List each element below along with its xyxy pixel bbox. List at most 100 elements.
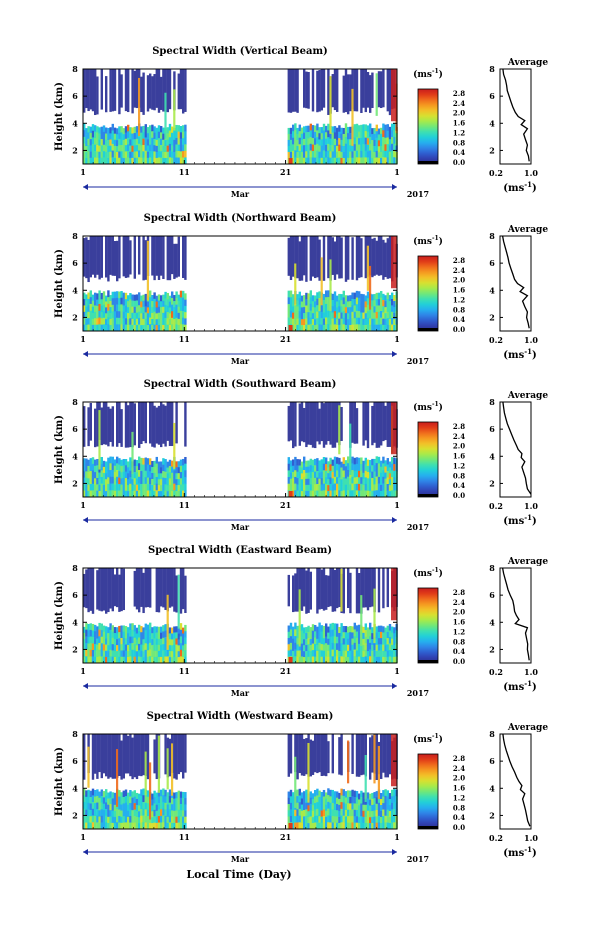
x-tick-label: 1 [80, 832, 86, 842]
profile-y-tick: 8 [489, 64, 495, 74]
x-tick-label: 21 [280, 666, 291, 676]
x-axis-label: Local Time (Day) [186, 868, 291, 881]
profile-x-tick: 0.2 [489, 501, 503, 511]
panel-title: Spectral Width (Westward Beam) [147, 711, 334, 722]
profile-x-label: (ms-1) [503, 180, 536, 194]
profile-x-tick: 1.0 [524, 335, 538, 345]
profile-line [502, 401, 532, 495]
profile-y-tick: 4 [489, 285, 495, 295]
colorbar-tick: 0.8 [453, 138, 465, 147]
panel-title: Spectral Width (Vertical Beam) [152, 46, 328, 57]
profile-y-tick: 6 [489, 424, 495, 434]
x-tick-label: 21 [280, 167, 291, 177]
y-tick-label: 6 [72, 424, 78, 434]
profile-y-tick: 2 [489, 312, 495, 322]
profile-frame [499, 68, 532, 165]
month-label: Mar [231, 356, 250, 366]
x-tick-label: 1 [80, 334, 86, 344]
profile-y-tick: 2 [489, 810, 495, 820]
x-tick-label: 21 [280, 832, 291, 842]
profile-line [502, 733, 531, 827]
profile-y-tick: 8 [489, 563, 495, 573]
profile-y-tick: 4 [489, 783, 495, 793]
heatmap-field [83, 568, 398, 664]
year-label: 2017 [407, 356, 429, 366]
profile-y-tick: 2 [489, 478, 495, 488]
colorbar [417, 753, 439, 830]
colorbar-tick: 0.0 [453, 158, 465, 167]
profile-y-tick: 2 [489, 644, 495, 654]
profile-y-tick: 4 [489, 118, 495, 128]
x-tick-label: 1 [394, 334, 400, 344]
plot-frame [82, 733, 398, 830]
y-axis-label: Height (km) [54, 249, 65, 318]
year-label: 2017 [407, 522, 429, 532]
colorbar-tick: 2.4 [453, 764, 465, 773]
colorbar-tick: 2.4 [453, 99, 465, 108]
colorbar-tick: 0.4 [453, 813, 465, 822]
profile-y-tick: 6 [489, 590, 495, 600]
profile-x-tick: 0.2 [489, 168, 503, 178]
profile-y-tick: 8 [489, 729, 495, 739]
colorbar-tick: 0.4 [453, 148, 465, 157]
heatmap-field [83, 236, 398, 332]
profile-title: Average [507, 58, 548, 68]
profile-title: Average [507, 225, 548, 235]
y-tick-label: 6 [72, 91, 78, 101]
y-tick-label: 8 [72, 563, 78, 573]
x-tick-label: 11 [179, 666, 190, 676]
average-profile: Average 2 4 6 8 0.2 1.0 (ms-1) [489, 723, 548, 859]
plot-frame [82, 68, 398, 165]
colorbar-tick: 2.8 [453, 588, 465, 597]
heatmap-field [83, 734, 398, 830]
x-tick-label: 1 [394, 666, 400, 676]
colorbar [417, 88, 439, 165]
profile-frame [499, 401, 532, 498]
y-tick-label: 2 [72, 145, 78, 155]
month-label: Mar [231, 522, 250, 532]
colorbar-tick: 1.2 [453, 295, 465, 304]
colorbar-tick: 2.0 [453, 276, 465, 285]
x-tick-label: 1 [80, 666, 86, 676]
y-tick-label: 4 [72, 451, 78, 461]
x-tick-label: 1 [394, 167, 400, 177]
x-tick-label: 1 [80, 167, 86, 177]
y-axis-label: Height (km) [54, 581, 65, 650]
x-tick-label: 11 [179, 334, 190, 344]
y-tick-label: 6 [72, 590, 78, 600]
profile-x-tick: 1.0 [524, 667, 538, 677]
colorbar-tick: 1.2 [453, 627, 465, 636]
profile-title: Average [507, 723, 548, 733]
panel-4: Spectral Width (Eastward Beam) 2 4 6 8 Height… [54, 545, 548, 698]
y-tick-label: 2 [72, 644, 78, 654]
colorbar-tick: 0.4 [453, 481, 465, 490]
profile-y-tick: 4 [489, 451, 495, 461]
colorbar [417, 255, 439, 332]
y-tick-label: 8 [72, 397, 78, 407]
panel-title: Spectral Width (Southward Beam) [144, 379, 337, 390]
y-tick-label: 8 [72, 729, 78, 739]
colorbar-tick: 1.2 [453, 793, 465, 802]
colorbar-tick: 0.8 [453, 803, 465, 812]
colorbar-unit: (ms-1) [413, 567, 443, 579]
colorbar-tick: 1.6 [453, 452, 465, 461]
colorbar-tick: 2.0 [453, 774, 465, 783]
heatmap-field [83, 402, 398, 498]
profile-y-tick: 6 [489, 91, 495, 101]
colorbar-unit: (ms-1) [413, 68, 443, 80]
profile-y-tick: 4 [489, 617, 495, 627]
y-tick-label: 4 [72, 285, 78, 295]
y-tick-label: 4 [72, 617, 78, 627]
average-profile: Average 2 4 6 8 0.2 1.0 (ms-1) [489, 58, 548, 194]
y-tick-label: 6 [72, 756, 78, 766]
y-axis-label: Height (km) [54, 415, 65, 484]
colorbar-tick: 0.0 [453, 491, 465, 500]
profile-line [501, 235, 530, 329]
y-tick-label: 8 [72, 64, 78, 74]
colorbar-tick: 2.4 [453, 432, 465, 441]
x-tick-label: 11 [179, 832, 190, 842]
year-label: 2017 [407, 854, 429, 864]
panel-2: Spectral Width (Northward Beam) 2 4 6 8 Heigh… [54, 213, 548, 366]
profile-x-tick: 1.0 [524, 833, 538, 843]
profile-y-tick: 6 [489, 756, 495, 766]
